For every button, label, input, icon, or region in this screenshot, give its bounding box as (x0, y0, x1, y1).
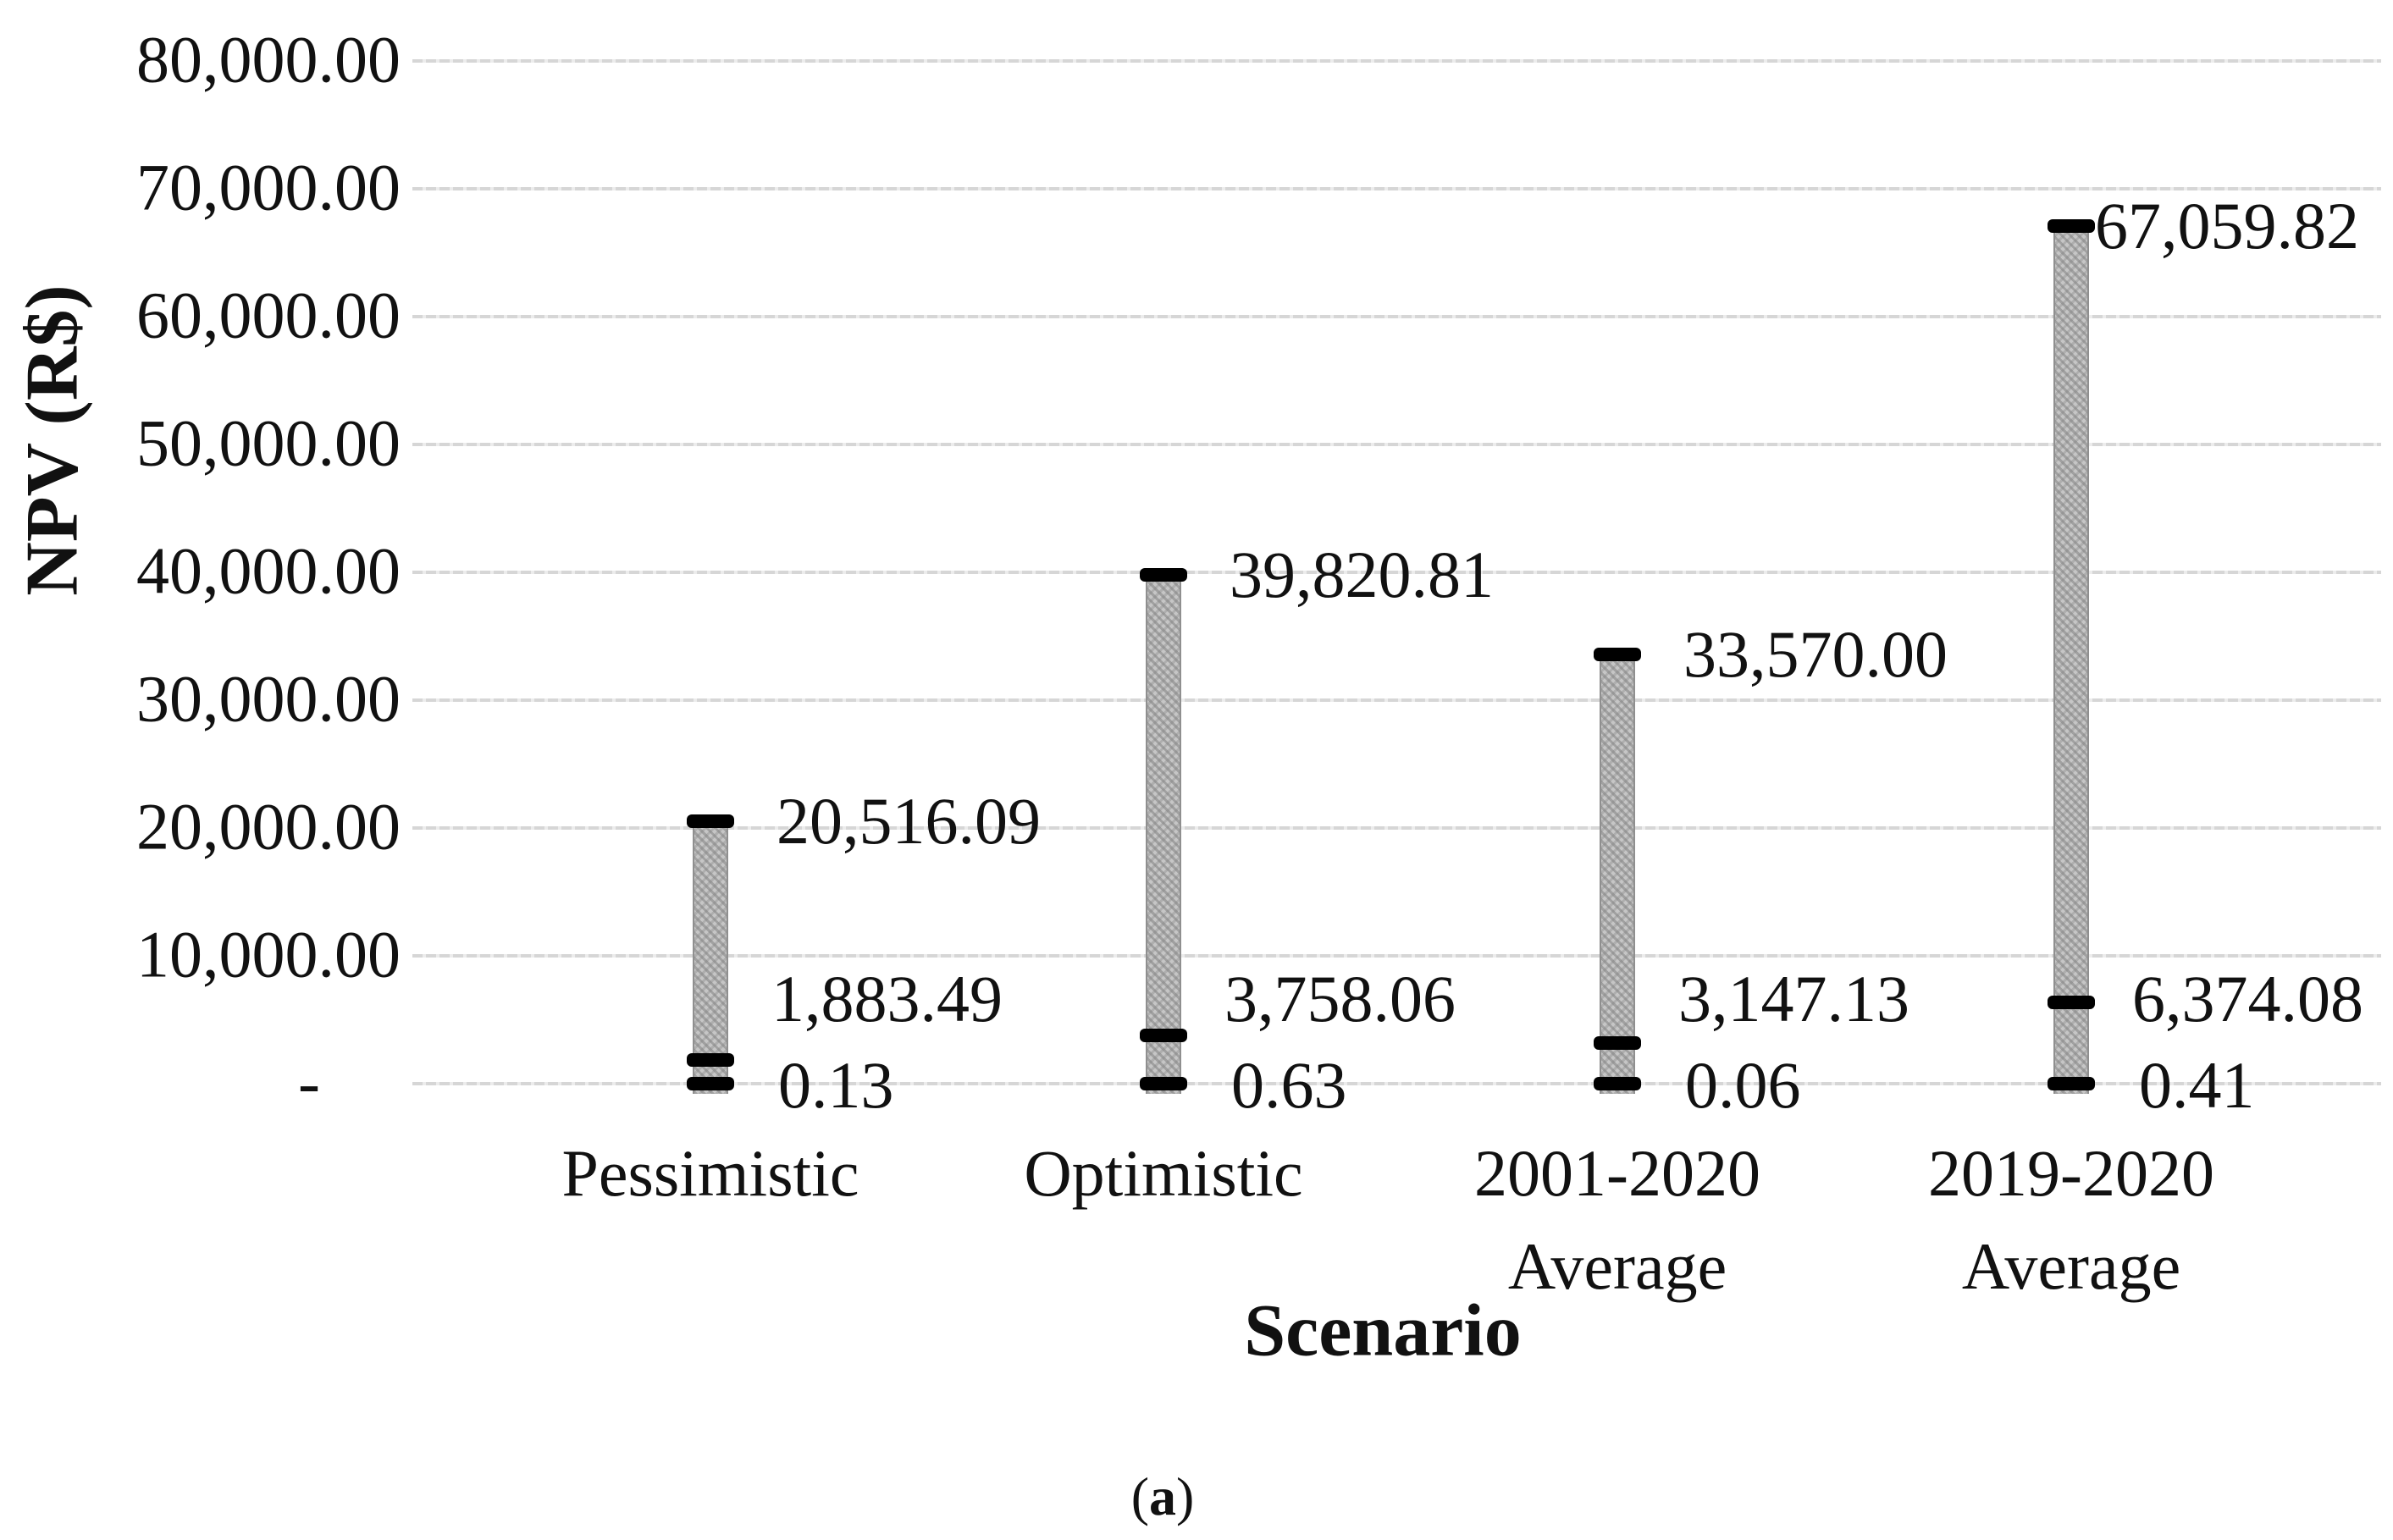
bar-min-tick (1140, 1076, 1187, 1090)
y-tick-label: - (298, 1045, 320, 1119)
bar-mid-label: 3,758.06 (1224, 962, 1456, 1035)
y-tick-label: 80,000.00 (136, 22, 401, 97)
y-gridline (412, 826, 2381, 830)
range-bar (1600, 654, 1635, 1094)
bar-mid-label: 1,883.49 (771, 962, 1003, 1035)
bar-min-tick (687, 1076, 734, 1090)
y-gridline (412, 954, 2381, 958)
y-gridline (412, 571, 2381, 574)
y-gridline (412, 187, 2381, 190)
bar-min-label: 0.13 (778, 1048, 894, 1122)
y-tick-label: 10,000.00 (136, 917, 401, 991)
category-label: Pessimistic (561, 1136, 859, 1210)
bar-max-tick (2048, 219, 2095, 234)
category-label: 2001-2020 (1474, 1136, 1760, 1210)
bar-mid-label: 6,374.08 (2132, 962, 2363, 1035)
y-tick-label: 30,000.00 (136, 661, 401, 736)
bar-mid-tick (1594, 1036, 1641, 1051)
y-gridline (412, 59, 2381, 63)
bar-max-tick (687, 814, 734, 829)
bar-min-label: 0.06 (1685, 1048, 1801, 1122)
y-gridline (412, 698, 2381, 702)
bar-max-tick (1140, 567, 1187, 582)
bar-max-label: 67,059.82 (2095, 189, 2359, 263)
bar-mid-label: 3,147.13 (1678, 962, 1909, 1035)
x-axis-title: Scenario (1244, 1289, 1522, 1372)
bar-min-label: 0.63 (1231, 1048, 1347, 1122)
bar-mid-tick (2048, 995, 2095, 1009)
figure-caption: (a) (1131, 1465, 1195, 1528)
y-tick-label: 70,000.00 (136, 150, 401, 224)
y-tick-label: 20,000.00 (136, 789, 401, 864)
category-label-line2: Average (1961, 1229, 2181, 1303)
y-gridline (412, 315, 2381, 318)
caption-open-paren: ( (1130, 1466, 1149, 1526)
category-label-line2: Average (1507, 1229, 1727, 1303)
range-bar (693, 821, 728, 1094)
bar-max-label: 20,516.09 (776, 784, 1041, 858)
range-bar (1146, 574, 1181, 1094)
y-gridline (412, 443, 2381, 446)
bar-mid-tick (687, 1052, 734, 1067)
bar-max-label: 39,820.81 (1230, 537, 1494, 611)
bar-max-label: 33,570.00 (1683, 617, 1948, 692)
category-label: Optimistic (1024, 1136, 1303, 1210)
bar-max-tick (1594, 648, 1641, 662)
bar-min-tick (2048, 1076, 2095, 1090)
caption-close-paren: ) (1176, 1466, 1195, 1526)
category-label: 2019-2020 (1928, 1136, 2214, 1210)
bar-mid-tick (1140, 1029, 1187, 1043)
caption-letter: a (1149, 1466, 1176, 1526)
bar-min-tick (1594, 1076, 1641, 1090)
bar-min-label: 0.41 (2139, 1048, 2255, 1122)
y-tick-label: 40,000.00 (136, 533, 401, 608)
y-tick-label: 50,000.00 (136, 406, 401, 480)
y-gridline (412, 1082, 2381, 1085)
range-bar (2053, 226, 2089, 1094)
y-tick-label: 60,000.00 (136, 278, 401, 352)
